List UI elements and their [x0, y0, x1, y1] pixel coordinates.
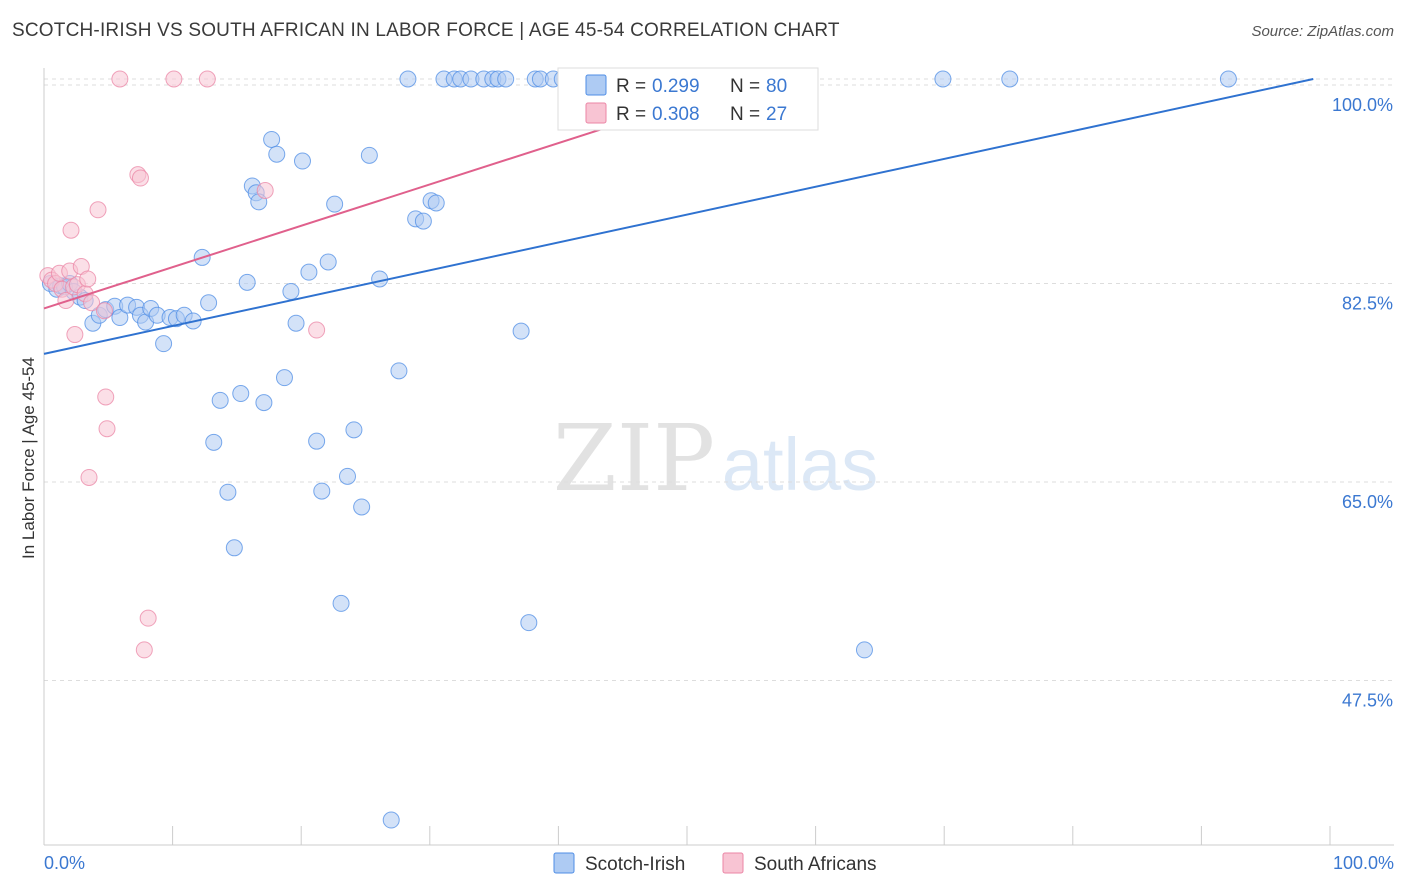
scotch-irish-point: [353, 498, 371, 516]
south-africans-point: [131, 169, 149, 187]
legend-label-scotch-irish: Scotch-Irish: [585, 854, 685, 875]
south-africans-point: [62, 221, 80, 239]
scotch-irish-point: [326, 195, 344, 213]
scotch-irish-point: [225, 539, 243, 557]
scotch-irish-point: [111, 309, 129, 327]
scotch-irish-point: [238, 273, 256, 291]
scotch-irish-point: [934, 70, 952, 88]
scotch-irish-point: [293, 152, 311, 170]
scotch-irish-point: [219, 483, 237, 501]
source-credit: Source: ZipAtlas.com: [1251, 23, 1394, 40]
series-legend: Scotch-Irish South Africans: [553, 852, 877, 875]
watermark-zip: ZIP: [553, 405, 715, 512]
scotch-irish-point: [360, 146, 378, 164]
scotch-irish-point: [399, 70, 417, 88]
south-africans-point: [111, 70, 129, 88]
scotch-irish-point: [200, 294, 218, 312]
chart-title: SCOTCH-IRISH VS SOUTH AFRICAN IN LABOR F…: [12, 20, 840, 41]
scotch-irish-point: [155, 335, 173, 353]
scotch-irish-point: [275, 369, 293, 387]
stats-r-value-scotch-irish: 0.299: [652, 76, 700, 97]
y-tick-label: 65.0%: [1342, 492, 1393, 512]
scotch-irish-point: [1219, 70, 1237, 88]
south-africans-point: [135, 641, 153, 659]
scotch-irish-point: [855, 641, 873, 659]
scotch-irish-point: [520, 614, 538, 632]
stats-r-label-south-africans: R =: [616, 104, 646, 125]
south-africans-point: [98, 420, 116, 438]
stats-r-value-south-africans: 0.308: [652, 104, 700, 125]
south-africans-point: [83, 294, 101, 312]
scotch-irish-point: [427, 194, 445, 212]
scotch-irish-point: [308, 432, 326, 450]
south-africans-point: [79, 270, 97, 288]
y-tick-label: 82.5%: [1342, 294, 1393, 314]
y-tick-label: 47.5%: [1342, 691, 1393, 711]
scotch-irish-point: [338, 467, 356, 485]
scotch-irish-point: [211, 391, 229, 409]
scotch-irish-trend-line: [43, 78, 1314, 355]
scotch-irish-point: [319, 253, 337, 271]
stats-legend: R = 0.299 N = 80 R = 0.308 N = 27: [557, 67, 819, 131]
south-africans-point: [66, 326, 84, 344]
legend-swatch-scotch-irish: [553, 852, 575, 874]
x-tick-label-100: 100.0%: [1333, 853, 1394, 873]
scotch-irish-point: [232, 385, 250, 403]
legend-swatch-south-africans: [722, 852, 744, 874]
scotch-irish-point: [255, 394, 273, 412]
scotch-irish-point: [287, 314, 305, 332]
scotch-irish-point: [313, 482, 331, 500]
stats-n-label-scotch-irish: N =: [730, 76, 760, 97]
scotch-irish-point: [497, 70, 515, 88]
south-africans-point: [256, 182, 274, 200]
south-africans-point: [308, 321, 326, 339]
scotch-irish-point: [205, 433, 223, 451]
scotch-irish-point: [300, 263, 318, 281]
south-africans-point: [139, 609, 157, 627]
south-africans-point: [165, 70, 183, 88]
south-africans-point: [198, 70, 216, 88]
stats-swatch-south-africans: [585, 102, 607, 124]
x-tick-label-0: 0.0%: [44, 853, 85, 873]
scotch-irish-point: [512, 322, 530, 340]
stats-r-label-scotch-irish: R =: [616, 76, 646, 97]
south-africans-point: [89, 201, 107, 219]
south-africans-point: [97, 388, 115, 406]
south-africans-point: [95, 302, 113, 320]
scotch-irish-point: [390, 362, 408, 380]
y-tick-label: 100.0%: [1332, 95, 1393, 115]
scotch-irish-point: [282, 282, 300, 300]
stats-n-value-south-africans: 27: [766, 104, 787, 125]
axes: 47.5% 65.0% 82.5% 100.0%: [43, 68, 1394, 846]
scotch-irish-point: [268, 145, 286, 163]
stats-n-label-south-africans: N =: [730, 104, 760, 125]
scotch-irish-point: [263, 130, 281, 148]
scotch-irish-point: [382, 811, 400, 829]
scotch-irish-point: [332, 594, 350, 612]
gridlines: [44, 78, 1394, 682]
scotch-irish-point: [414, 212, 432, 230]
scotch-irish-point: [345, 421, 363, 439]
scotch-irish-point: [1001, 70, 1019, 88]
watermark-atlas: atlas: [722, 423, 878, 506]
y-axis-title: In Labor Force | Age 45-54: [19, 357, 38, 559]
legend-label-south-africans: South Africans: [754, 854, 877, 875]
stats-n-value-scotch-irish: 80: [766, 76, 787, 97]
stats-swatch-scotch-irish: [585, 74, 607, 96]
south-africans-point: [80, 468, 98, 486]
